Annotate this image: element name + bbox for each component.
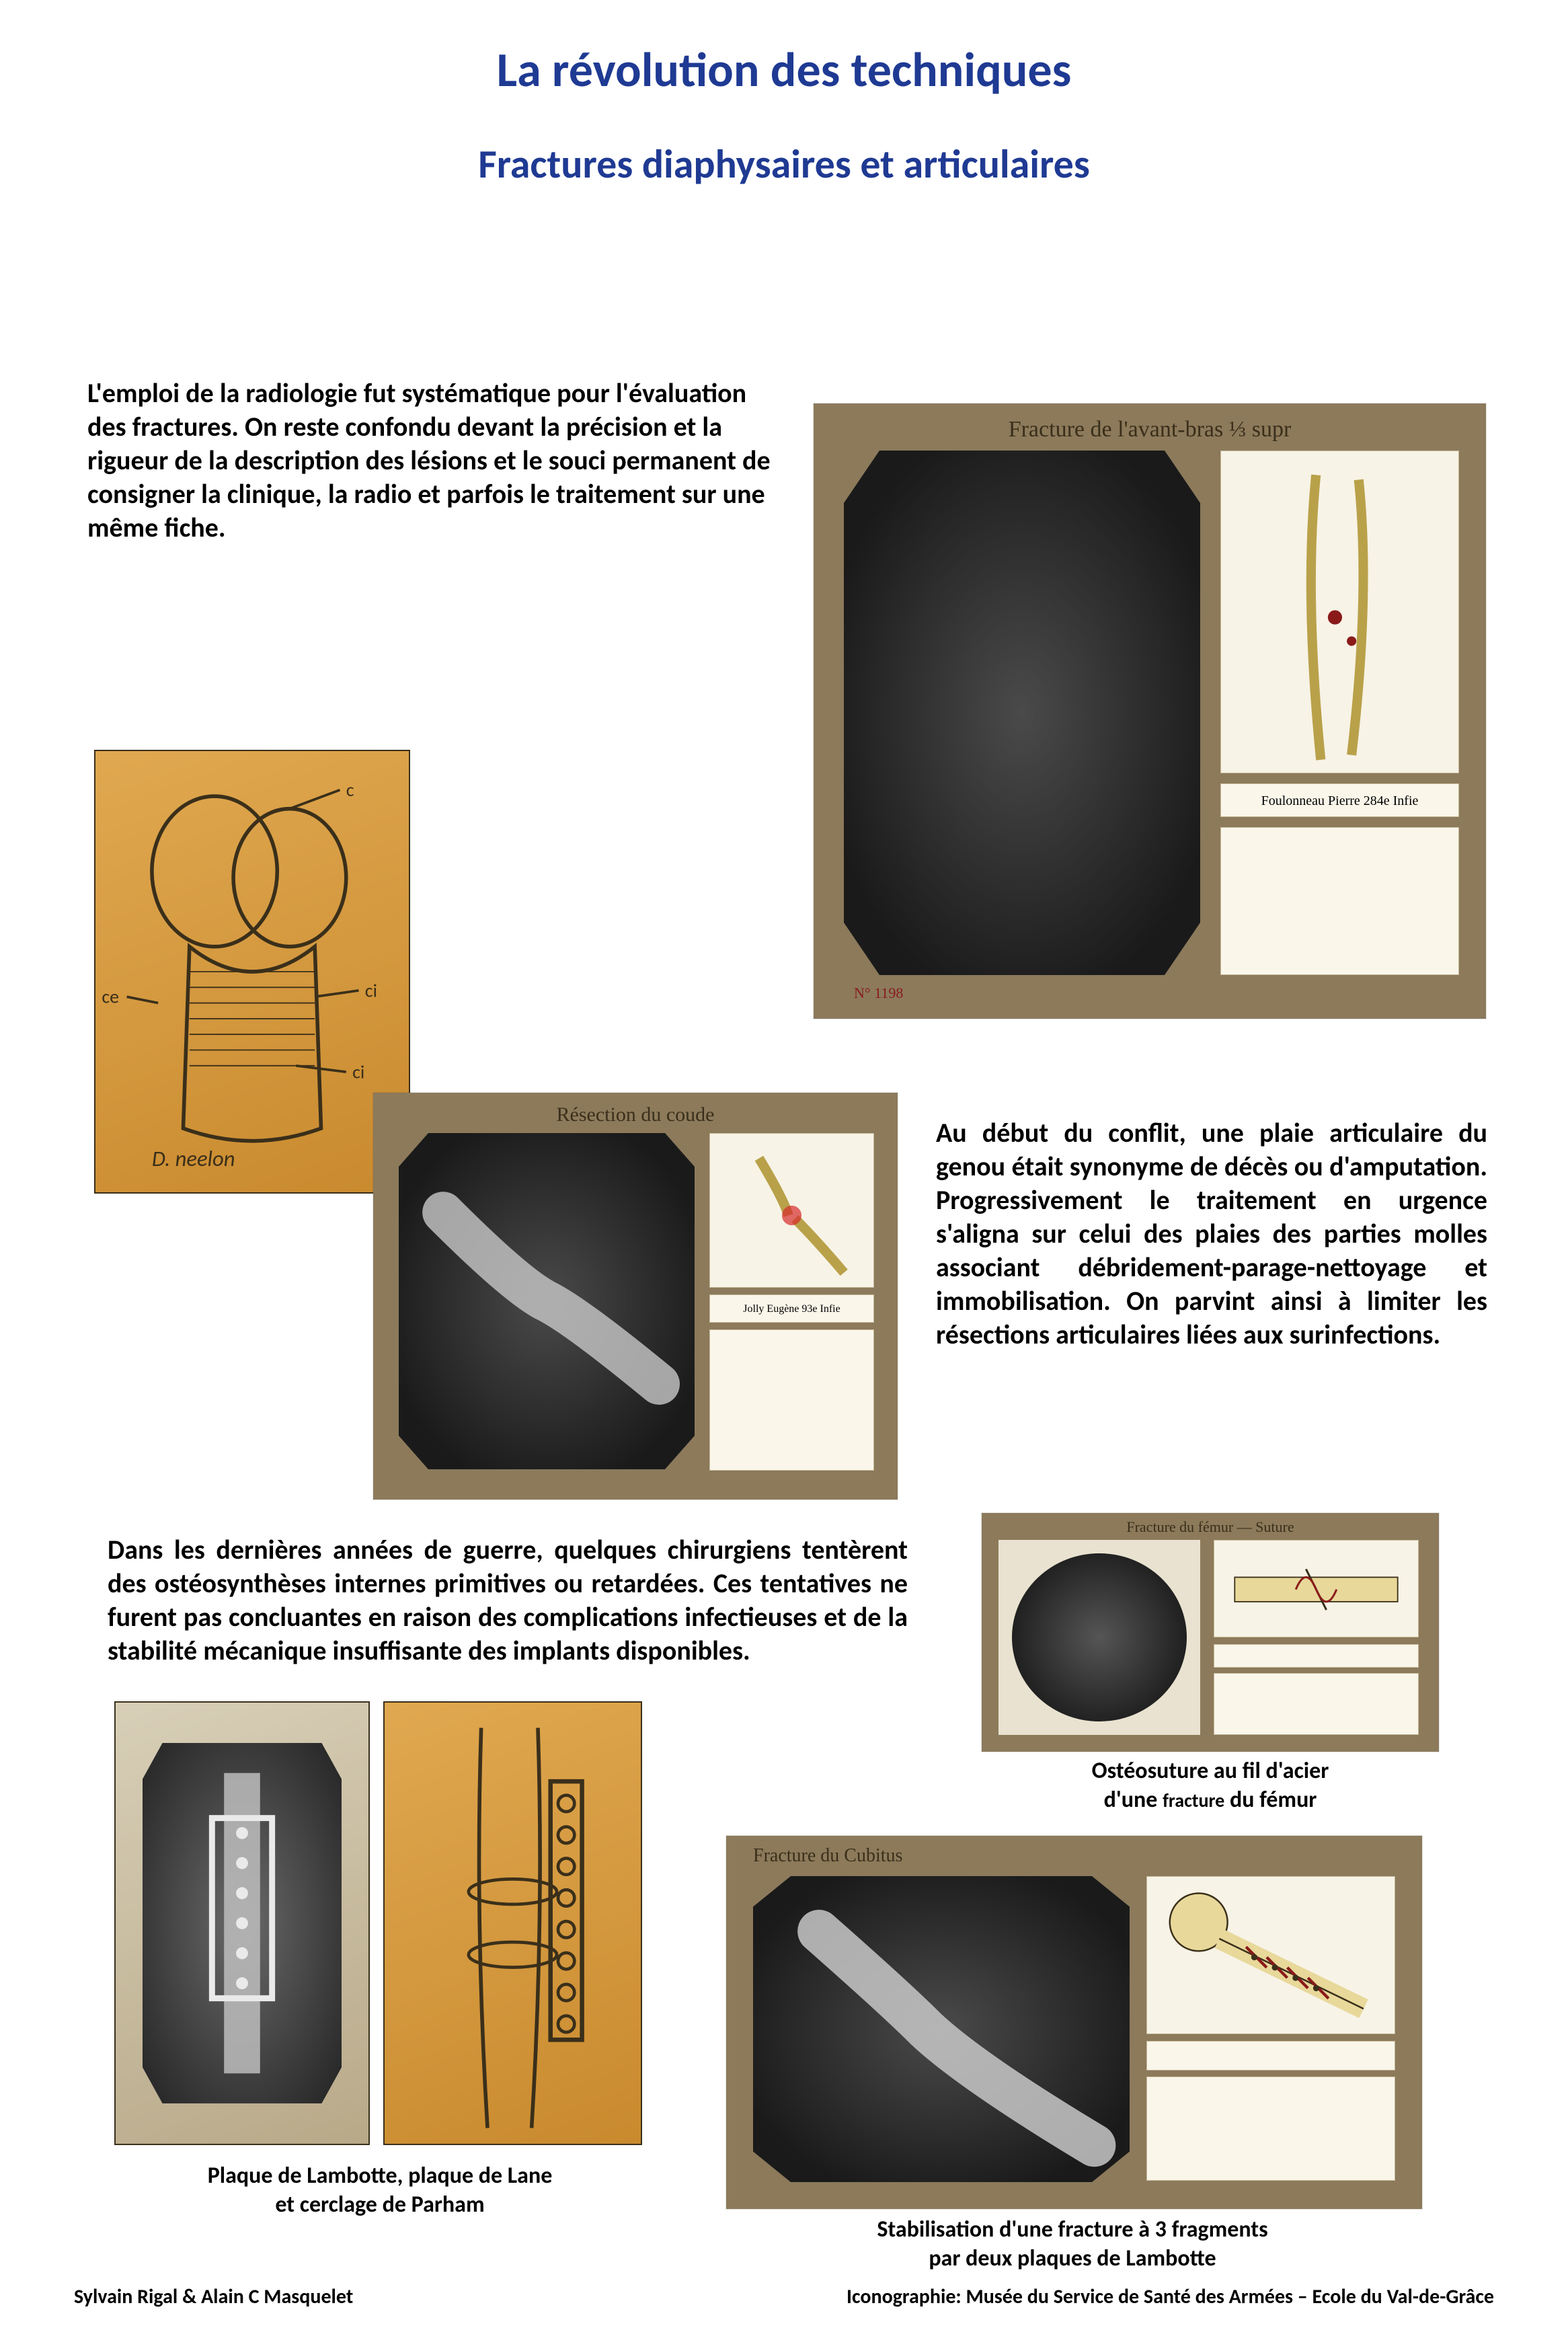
figure-forearm-notes-label	[1220, 827, 1459, 975]
lambotte-plate-xray-icon	[143, 1743, 342, 2103]
figure-forearm-ref: N° 1198	[854, 984, 903, 1002]
caption-osteosuture: Ostéosuture au fil d'acier d'une fractur…	[988, 1757, 1432, 1814]
lambotte-xray-inner	[143, 1743, 342, 2103]
figure-forearm-mounted: Fracture de l'avant-bras ⅓ supr Foulonne…	[814, 403, 1486, 1019]
caption-osteosuture-line1: Ostéosuture au fil d'acier	[1092, 1757, 1329, 1785]
caption-stabil-line2: par deux plaques de Lambotte	[929, 2245, 1216, 2272]
mid-paragraph: Dans les dernières années de guerre, que…	[108, 1533, 908, 1668]
forearm-bone-sketch-icon	[1221, 451, 1458, 783]
footer-authors: Sylvain Rigal & Alain C Masquelet	[74, 2284, 353, 2309]
figure-femur-suture-mounted: Fracture du fémur — Suture	[982, 1513, 1439, 1752]
figure-elbow-mounted: Résection du coude Jolly Eugène 93e Infi…	[373, 1093, 898, 1500]
caption-lambotte: Plaque de Lambotte, plaque de Lane et ce…	[114, 2162, 645, 2219]
figure-femur-diagram	[1214, 1540, 1419, 1637]
figure-elbow-notes-label	[709, 1329, 874, 1471]
intro-paragraph: L'emploi de la radiologie fut systématiq…	[87, 377, 780, 545]
figure-forearm-xray	[844, 451, 1200, 975]
cubitus-diagram-icon	[1147, 1877, 1395, 2042]
figure-cubitus-title: Fracture du Cubitus	[753, 1845, 902, 1867]
figure-cubitus-xray	[753, 1876, 1130, 2182]
knee-joint-sketch-icon: c ce ci ci D. neelon	[95, 751, 409, 1192]
caption-stabil-line1: Stabilisation d'une fracture à 3 fragmen…	[877, 2216, 1267, 2243]
caption-lambotte-line2: et cerclage de Parham	[275, 2191, 484, 2218]
caption-stabilisation: Stabilisation d'une fracture à 3 fragmen…	[726, 2216, 1419, 2273]
svg-text:ce: ce	[102, 985, 119, 1009]
figure-elbow-xray	[399, 1133, 695, 1469]
figure-femur-xray-circle	[1012, 1553, 1187, 1721]
lambotte-plate-drawing-icon	[385, 1703, 641, 2144]
figure-elbow-title: Résection du coude	[373, 1103, 898, 1126]
elbow-diagram-icon	[710, 1134, 873, 1297]
page-subtitle: Fractures diaphysaires et articulaires	[0, 140, 1568, 189]
figure-forearm-diagram	[1220, 451, 1459, 773]
figure-femur-patient-label	[1214, 1644, 1419, 1668]
page-title: La révolution des techniques	[0, 40, 1568, 100]
figure-cubitus-mounted: Fracture du Cubitus	[726, 1836, 1422, 2209]
footer-iconography: Iconographie: Musée du Service de Santé …	[847, 2284, 1494, 2309]
figure-forearm-patient-label: Foulonneau Pierre 284e Infie	[1220, 783, 1459, 817]
figure-femur-xray-frame	[998, 1540, 1200, 1735]
figure-elbow-patient-label: Jolly Eugène 93e Infie	[709, 1294, 874, 1323]
figure-femur-title: Fracture du fémur — Suture	[982, 1518, 1439, 1536]
figure-lambotte-xray	[114, 1701, 370, 2145]
figure-elbow-diagram	[709, 1133, 874, 1288]
figure-forearm-title: Fracture de l'avant-bras ⅓ supr	[814, 417, 1486, 442]
cubitus-xray-icon	[753, 1876, 1130, 2182]
svg-text:c: c	[346, 778, 354, 802]
figure-knee-sketch: c ce ci ci D. neelon	[94, 750, 410, 1194]
caption-osteosuture-line2: d'une fracture du fémur	[1104, 1786, 1317, 1814]
elbow-xray-icon	[399, 1133, 695, 1469]
svg-text:ci: ci	[352, 1060, 364, 1083]
femur-suture-diagram-icon	[1214, 1541, 1418, 1643]
svg-text:ci: ci	[365, 978, 377, 1002]
figure-lambotte-drawing	[383, 1701, 642, 2145]
svg-text:D. neelon: D. neelon	[152, 1145, 235, 1172]
figure-cubitus-notes-label	[1146, 2077, 1395, 2181]
figure-cubitus-patient-label	[1146, 2041, 1395, 2070]
figure-femur-notes-label	[1214, 1673, 1419, 1735]
right-paragraph: Au début du conflit, une plaie articulai…	[936, 1116, 1487, 1352]
figure-cubitus-diagram	[1146, 1876, 1395, 2034]
caption-lambotte-line1: Plaque de Lambotte, plaque de Lane	[208, 2162, 553, 2189]
